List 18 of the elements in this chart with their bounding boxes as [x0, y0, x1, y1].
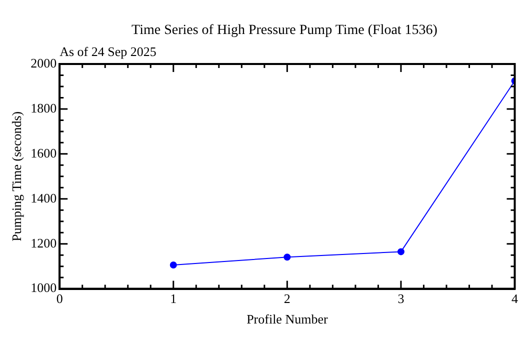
x-tick-label: 3 — [398, 291, 404, 306]
x-tick-label: 4 — [512, 291, 518, 306]
y-tick-label: 1400 — [30, 190, 57, 206]
chart-title: Time Series of High Pressure Pump Time (Float 1536) — [132, 23, 438, 38]
y-tick-label: 2000 — [30, 55, 57, 70]
x-axis-title: Profile Number — [246, 312, 328, 327]
y-tick-label: 1000 — [30, 280, 57, 296]
chart-subtitle: As of 24 Sep 2025 — [60, 44, 156, 59]
x-tick-label: 1 — [170, 291, 177, 306]
y-tick-label: 1200 — [30, 235, 57, 250]
point — [397, 248, 404, 256]
point — [284, 254, 291, 261]
y-axis-title: Pumping Time (seconds) — [9, 111, 24, 242]
point — [170, 261, 177, 268]
y-tick-label: 1800 — [30, 100, 57, 116]
y-tick-label: 1600 — [30, 145, 57, 160]
x-tick-label: 0 — [56, 291, 63, 306]
x-tick-label: 2 — [284, 291, 290, 306]
